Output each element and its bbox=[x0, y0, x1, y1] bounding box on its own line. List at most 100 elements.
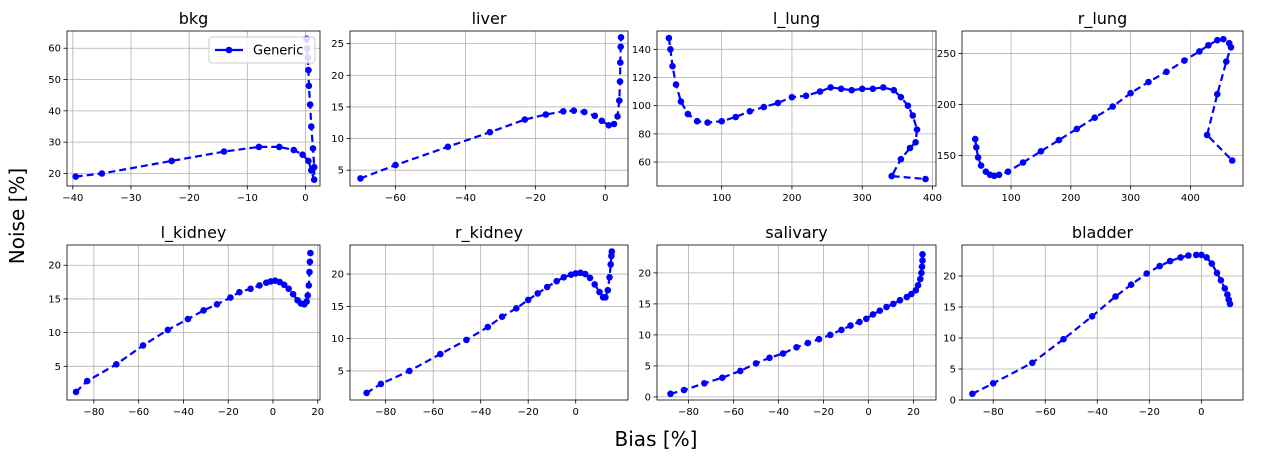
y-tick-label: 15 bbox=[48, 294, 61, 305]
data-point bbox=[918, 269, 925, 277]
axes-frame bbox=[656, 30, 937, 187]
x-tick-label: 0 bbox=[573, 407, 579, 418]
x-axis-label: Bias [%] bbox=[615, 427, 698, 451]
x-tick-label: −80 bbox=[983, 407, 1004, 418]
data-point bbox=[560, 274, 568, 281]
series-line bbox=[75, 253, 312, 393]
x-tick-label: 0 bbox=[865, 407, 871, 418]
data-point bbox=[1198, 251, 1205, 259]
axes-frame bbox=[66, 30, 321, 187]
y-tick-label: 10 bbox=[943, 334, 956, 345]
data-point bbox=[667, 46, 674, 53]
data-point bbox=[290, 146, 298, 154]
data-point bbox=[863, 315, 870, 323]
data-point bbox=[303, 298, 310, 305]
data-point bbox=[1208, 260, 1216, 267]
data-point bbox=[1060, 335, 1067, 343]
series-line bbox=[360, 37, 623, 180]
data-point bbox=[598, 117, 606, 125]
data-point bbox=[693, 117, 701, 125]
subplot-title: l_lung bbox=[773, 9, 820, 29]
x-tick-label: 300 bbox=[853, 193, 872, 204]
x-tick-label: −20 bbox=[525, 193, 546, 204]
data-point bbox=[309, 145, 317, 152]
data-point bbox=[971, 135, 979, 143]
data-point bbox=[919, 257, 926, 264]
subplot-title: bkg bbox=[179, 9, 209, 28]
data-point bbox=[719, 374, 726, 382]
data-point bbox=[113, 361, 120, 368]
data-point bbox=[995, 171, 1003, 179]
data-point bbox=[285, 285, 293, 293]
data-point bbox=[815, 335, 823, 343]
data-point bbox=[1217, 277, 1225, 284]
data-point bbox=[596, 288, 603, 296]
data-point bbox=[305, 157, 312, 165]
data-point bbox=[299, 151, 306, 158]
data-point bbox=[914, 282, 922, 289]
x-tick-label: −40 bbox=[455, 193, 476, 204]
data-point bbox=[305, 66, 312, 74]
data-point bbox=[904, 102, 912, 109]
data-point bbox=[890, 300, 897, 308]
subplot-r_kidney: r_kidney −80 −60 −40 −20 0 5 10 15 20 bbox=[331, 223, 629, 418]
data-point bbox=[444, 143, 452, 151]
x-tick-label: −60 bbox=[423, 407, 444, 418]
data-point bbox=[1185, 252, 1192, 259]
data-point bbox=[602, 294, 609, 301]
data-point bbox=[484, 323, 492, 331]
x-tick-label: 20 bbox=[311, 407, 324, 418]
data-point bbox=[989, 380, 997, 387]
subplot-title: l_kidney bbox=[161, 223, 227, 243]
axes-frame bbox=[961, 30, 1244, 187]
axes-frame bbox=[349, 244, 629, 401]
data-point bbox=[672, 81, 680, 88]
x-tick-label: −20 bbox=[1139, 407, 1160, 418]
subplot-title: liver bbox=[472, 9, 507, 28]
y-tick-label: 20 bbox=[48, 169, 61, 180]
x-tick-label: −20 bbox=[179, 193, 200, 204]
series-line bbox=[971, 253, 1232, 395]
data-point bbox=[804, 339, 812, 347]
data-point bbox=[1224, 291, 1231, 298]
y-tick-label: 20 bbox=[331, 71, 344, 82]
data-point bbox=[437, 350, 444, 358]
data-point bbox=[1073, 125, 1081, 133]
data-point bbox=[760, 103, 768, 111]
y-tick-label: 5 bbox=[338, 366, 344, 377]
x-tick-label: 0 bbox=[602, 193, 608, 204]
data-point bbox=[848, 86, 855, 94]
data-point bbox=[1220, 35, 1227, 43]
data-point bbox=[392, 161, 399, 169]
data-point bbox=[307, 249, 314, 257]
x-tick-label: 100 bbox=[1001, 193, 1020, 204]
data-point bbox=[1143, 270, 1150, 277]
data-point bbox=[802, 92, 810, 100]
subplot-r_lung: r_lung 100 200 300 400 150 200 250 bbox=[937, 9, 1244, 204]
data-point bbox=[667, 390, 674, 398]
data-point bbox=[200, 307, 207, 314]
data-point bbox=[304, 292, 312, 299]
data-point bbox=[1109, 103, 1116, 110]
y-tick-label: 15 bbox=[331, 302, 344, 313]
data-point bbox=[1029, 359, 1036, 367]
y-tick-label: 20 bbox=[48, 261, 61, 272]
x-tick-label: 400 bbox=[923, 193, 942, 204]
data-point bbox=[310, 163, 318, 171]
data-point bbox=[1223, 58, 1230, 65]
data-point bbox=[83, 377, 91, 385]
y-tick-label: 20 bbox=[943, 272, 956, 283]
data-point bbox=[534, 290, 541, 297]
data-point bbox=[827, 331, 834, 339]
data-point bbox=[1196, 48, 1203, 55]
data-point bbox=[586, 274, 594, 282]
subplot-title: bladder bbox=[1072, 223, 1134, 242]
x-tick-label: 0 bbox=[270, 407, 276, 418]
data-point bbox=[718, 117, 725, 125]
data-point bbox=[213, 301, 221, 308]
data-point bbox=[168, 157, 175, 165]
subplot-liver: liver −60 −40 −20 0 5 10 15 20 25 bbox=[331, 9, 629, 204]
data-point bbox=[969, 390, 976, 398]
y-tick-label: 5 bbox=[55, 362, 61, 373]
